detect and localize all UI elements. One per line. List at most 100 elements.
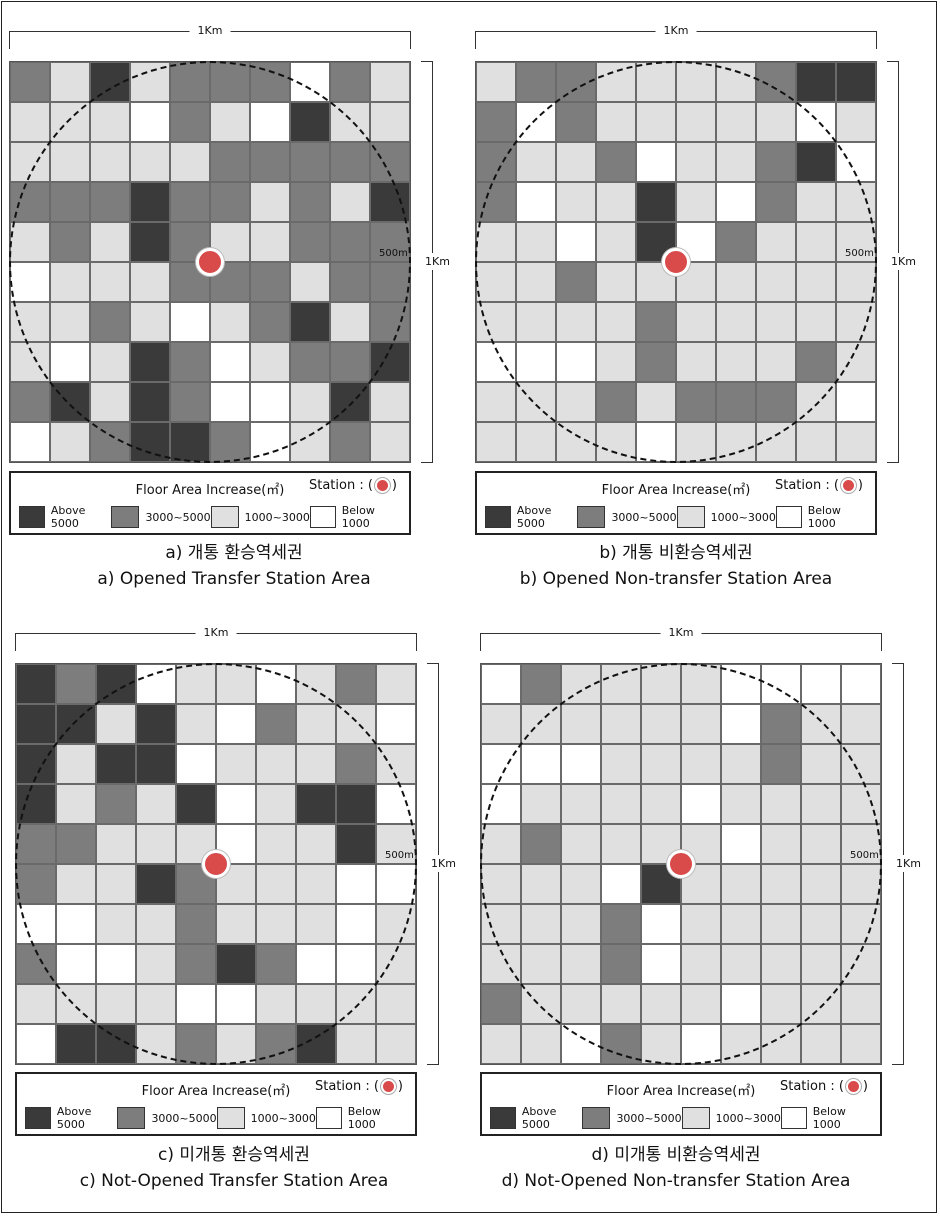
legend-item: Above 5000 <box>25 1105 117 1131</box>
grid-cell <box>516 142 556 182</box>
grid-cell <box>721 904 761 944</box>
grid-cell <box>556 262 596 302</box>
grid-cell <box>90 342 130 382</box>
grid-cell <box>756 342 796 382</box>
grid-cell <box>290 302 330 342</box>
caption-english: b) Opened Non-transfer Station Area <box>519 569 833 589</box>
grid-cell <box>716 342 756 382</box>
legend-station-prefix: Station : ( <box>774 478 839 493</box>
grid-cell <box>296 944 336 984</box>
grid-cell <box>170 62 210 102</box>
grid-cell <box>376 704 416 744</box>
legend-title: Floor Area Increase(㎡) <box>606 1084 756 1099</box>
grid-cell <box>136 984 176 1024</box>
grid-cell <box>801 704 841 744</box>
legend-swatch <box>111 506 140 528</box>
grid-cell <box>716 62 756 102</box>
grid-cell <box>561 704 601 744</box>
grid-cell <box>216 704 256 744</box>
grid-cell <box>476 382 516 422</box>
grid-cell <box>130 182 170 222</box>
grid-cell <box>90 222 130 262</box>
legend-item: 1000~3000 <box>676 505 776 529</box>
legend-station: Station : () <box>315 1079 403 1094</box>
legend-items: Above 5000 3000~5000 1000~3000 Below 1000 <box>25 1105 407 1131</box>
grid-cell <box>330 182 370 222</box>
grid-cell <box>556 182 596 222</box>
panel-b-top-bracket: 1Km <box>475 24 877 49</box>
grid-cell <box>796 222 836 262</box>
grid-cell <box>521 824 561 864</box>
panel-a-radius-label: 500m <box>379 248 408 259</box>
legend-item: Below 1000 <box>775 504 867 530</box>
legend-station-dot-icon <box>845 1079 861 1094</box>
grid-cell <box>50 422 90 462</box>
grid-cell <box>336 864 376 904</box>
grid-cell <box>641 704 681 744</box>
grid-cell <box>250 382 290 422</box>
legend-item-label: Below 1000 <box>807 504 841 530</box>
grid-cell <box>481 744 521 784</box>
grid-cell <box>210 422 250 462</box>
grid-cell <box>96 664 136 704</box>
panel-a-station-marker <box>196 248 224 276</box>
grid-cell <box>801 944 841 984</box>
grid-cell <box>376 824 416 864</box>
grid-cell <box>836 302 876 342</box>
grid-cell <box>176 904 216 944</box>
grid-cell <box>90 422 130 462</box>
grid-cell <box>636 142 676 182</box>
grid-cell <box>290 382 330 422</box>
grid-cell <box>16 784 56 824</box>
grid-cell <box>601 904 641 944</box>
grid-cell <box>136 664 176 704</box>
grid-cell <box>836 62 876 102</box>
panel-d-top-label: 1Km <box>660 626 702 640</box>
grid-cell <box>50 62 90 102</box>
grid-cell <box>376 744 416 784</box>
grid-cell <box>330 62 370 102</box>
grid-cell <box>476 342 516 382</box>
grid-cell <box>210 142 250 182</box>
grid-cell <box>370 182 410 222</box>
legend-station-suffix: ) <box>397 1079 403 1094</box>
grid-cell <box>841 1024 881 1064</box>
grid-cell <box>561 784 601 824</box>
grid-cell <box>170 422 210 462</box>
grid-cell <box>676 382 716 422</box>
grid-cell <box>96 744 136 784</box>
grid-cell <box>330 262 370 302</box>
legend-title: Floor Area Increase(㎡) <box>141 1084 291 1099</box>
grid-cell <box>250 142 290 182</box>
grid-cell <box>16 904 56 944</box>
grid-cell <box>676 262 716 302</box>
caption-english: c) Not-Opened Transfer Station Area <box>79 1171 389 1191</box>
grid-cell <box>330 102 370 142</box>
grid-cell <box>761 664 801 704</box>
grid-cell <box>216 984 256 1024</box>
grid-cell <box>136 824 176 864</box>
grid-cell <box>376 944 416 984</box>
grid-cell <box>336 984 376 1024</box>
grid-cell <box>296 744 336 784</box>
grid-cell <box>676 182 716 222</box>
grid-cell <box>136 944 176 984</box>
grid-cell <box>596 182 636 222</box>
grid-cell <box>761 824 801 864</box>
panel-b-radius-label: 500m <box>845 248 874 259</box>
grid-cell <box>721 944 761 984</box>
grid-cell <box>216 944 256 984</box>
grid-cell <box>250 62 290 102</box>
grid-cell <box>10 342 50 382</box>
grid-cell <box>636 62 676 102</box>
grid-cell <box>556 302 596 342</box>
grid-cell <box>330 342 370 382</box>
legend-item: Above 5000 <box>485 504 577 530</box>
legend-swatch <box>582 1107 611 1129</box>
grid-cell <box>256 784 296 824</box>
grid-cell <box>481 784 521 824</box>
grid-cell <box>836 142 876 182</box>
grid-cell <box>96 704 136 744</box>
grid-cell <box>176 744 216 784</box>
grid-cell <box>476 62 516 102</box>
